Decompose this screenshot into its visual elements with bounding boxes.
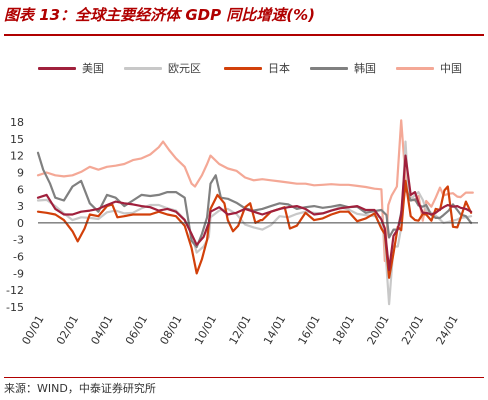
y-tick-label: -6 bbox=[13, 251, 24, 264]
series-line-3 bbox=[36, 179, 473, 279]
legend-swatch-us bbox=[38, 66, 76, 70]
y-tick-label: -12 bbox=[6, 284, 24, 297]
legend-label-eurozone: 欧元区 bbox=[168, 62, 201, 75]
chart-title: 图表 13：全球主要经济体 GDP 同比增速(%) bbox=[4, 6, 316, 24]
x-tick-label: 20/01 bbox=[365, 313, 392, 347]
y-axis-tick-labels: 18 15 12 9 6 3 0 -3 -6 -9 -12 -15 bbox=[6, 116, 24, 314]
x-tick-label: 02/01 bbox=[54, 313, 81, 347]
x-tick-label: 10/01 bbox=[192, 313, 219, 347]
y-tick-label: 15 bbox=[10, 133, 24, 146]
legend-label-china: 中国 bbox=[440, 62, 462, 75]
x-tick-label: 00/01 bbox=[19, 313, 46, 347]
y-tick-label: -9 bbox=[13, 267, 24, 280]
y-tick-label: 6 bbox=[17, 183, 24, 196]
legend-item-china: 中国 bbox=[396, 59, 462, 77]
series-line-2 bbox=[36, 151, 473, 249]
legend-label-japan: 日本 bbox=[268, 62, 290, 75]
legend-item-korea: 韩国 bbox=[310, 59, 376, 77]
y-tick-label: 18 bbox=[10, 116, 24, 129]
legend: 美国 欧元区 日本 韩国 中国 bbox=[38, 59, 478, 77]
x-tick-label: 06/01 bbox=[123, 313, 150, 347]
x-tick-label: 14/01 bbox=[261, 313, 288, 347]
legend-label-us: 美国 bbox=[82, 62, 104, 75]
legend-item-eurozone: 欧元区 bbox=[124, 59, 201, 77]
x-tick-label: 04/01 bbox=[89, 313, 116, 347]
series-line-4 bbox=[36, 154, 473, 272]
series-lines bbox=[36, 119, 474, 306]
x-tick-label: 16/01 bbox=[296, 313, 323, 347]
footer-divider bbox=[4, 377, 484, 378]
y-tick-label: 3 bbox=[17, 200, 24, 213]
title-divider bbox=[4, 34, 484, 36]
legend-swatch-china bbox=[396, 66, 434, 70]
y-tick-label: -15 bbox=[6, 301, 24, 314]
x-tick-label: 18/01 bbox=[330, 313, 357, 347]
source-note: 来源：WIND，中泰证券研究所 bbox=[4, 382, 156, 395]
x-tick-label: 22/01 bbox=[399, 313, 426, 347]
legend-label-korea: 韩国 bbox=[354, 62, 376, 75]
legend-swatch-japan bbox=[224, 66, 262, 70]
legend-item-us: 美国 bbox=[38, 59, 104, 77]
x-tick-label: 24/01 bbox=[434, 313, 461, 347]
y-tick-label: -3 bbox=[13, 234, 24, 247]
x-axis-tick-labels: 00/01 02/01 04/01 06/01 08/01 10/01 12/01 14/01… bbox=[19, 313, 460, 347]
legend-item-japan: 日本 bbox=[224, 59, 290, 77]
legend-swatch-korea bbox=[310, 66, 348, 70]
x-tick-label: 12/01 bbox=[227, 313, 254, 347]
legend-swatch-eurozone bbox=[124, 66, 162, 70]
x-tick-label: 08/01 bbox=[158, 313, 185, 347]
y-tick-label: 12 bbox=[10, 150, 24, 163]
y-tick-label: 9 bbox=[17, 166, 24, 179]
y-tick-label: 0 bbox=[17, 217, 24, 230]
